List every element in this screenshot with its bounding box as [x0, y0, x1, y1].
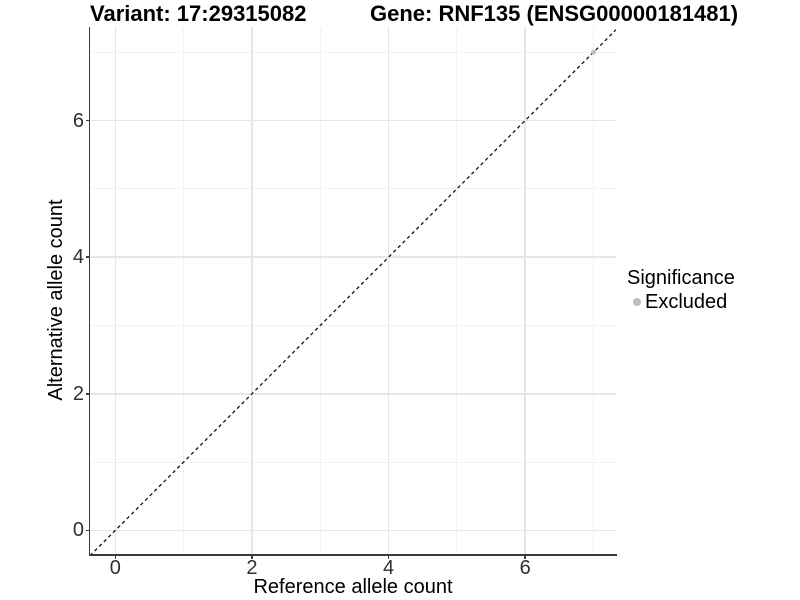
gridline-y-7 — [90, 51, 616, 53]
gridline-y-0 — [90, 529, 616, 532]
plot-canvas — [90, 29, 616, 555]
x-axis-line — [88, 554, 617, 556]
legend-item-excluded: Excluded — [627, 291, 735, 313]
gridline-x-5 — [456, 27, 458, 555]
x-tick-label-2: 2 — [246, 557, 258, 579]
y-axis-line — [88, 27, 90, 556]
gridline-x-2 — [251, 27, 253, 555]
x-tick-label-6: 6 — [519, 557, 531, 579]
gridline-x-1 — [183, 27, 185, 555]
legend-title: Significance — [627, 267, 735, 289]
data-point-excluded — [591, 49, 596, 55]
y-tick-mark-2 — [86, 393, 90, 395]
gridline-y-6 — [90, 119, 616, 122]
y-tick-label-6: 6 — [72, 109, 84, 132]
gridline-y-4 — [90, 256, 616, 258]
gridline-x-3 — [319, 27, 321, 555]
gridline-y-5 — [90, 188, 616, 190]
plot-title-variant: Variant: 17:29315082 — [90, 1, 307, 26]
legend-items: Excluded — [627, 291, 735, 313]
y-tick-mark-4 — [86, 256, 90, 258]
gridline-x-4 — [387, 27, 390, 555]
y-tick-label-2: 2 — [72, 382, 84, 405]
gridline-x-7 — [592, 27, 594, 555]
x-axis-title: Reference allele count — [253, 576, 453, 598]
gridline-y-2 — [90, 393, 616, 395]
gridline-y-1 — [90, 461, 616, 463]
x-tick-mark-2 — [251, 555, 253, 559]
x-tick-mark-0 — [114, 555, 117, 559]
x-tick-mark-4 — [387, 555, 390, 559]
x-tick-mark-6 — [524, 555, 526, 559]
gridline-y-3 — [90, 324, 616, 326]
y-tick-label-0: 0 — [72, 519, 84, 542]
y-axis-title: Alternative allele count — [45, 199, 67, 401]
plot-title-gene: Gene: RNF135 (ENSG00000181481) — [370, 1, 739, 26]
legend: Significance Excluded — [627, 266, 735, 313]
y-tick-mark-6 — [86, 119, 90, 122]
y-tick-label-4: 4 — [72, 246, 84, 269]
identity-line — [90, 29, 616, 555]
legend-item-label: Excluded — [645, 291, 728, 313]
x-tick-label-0: 0 — [109, 557, 121, 579]
y-tick-mark-0 — [86, 529, 90, 532]
x-tick-label-4: 4 — [382, 557, 395, 579]
gridline-x-6 — [524, 27, 526, 555]
plot-panel — [90, 27, 616, 555]
gridline-x-0 — [114, 27, 117, 555]
legend-key-dot-icon — [633, 298, 641, 306]
